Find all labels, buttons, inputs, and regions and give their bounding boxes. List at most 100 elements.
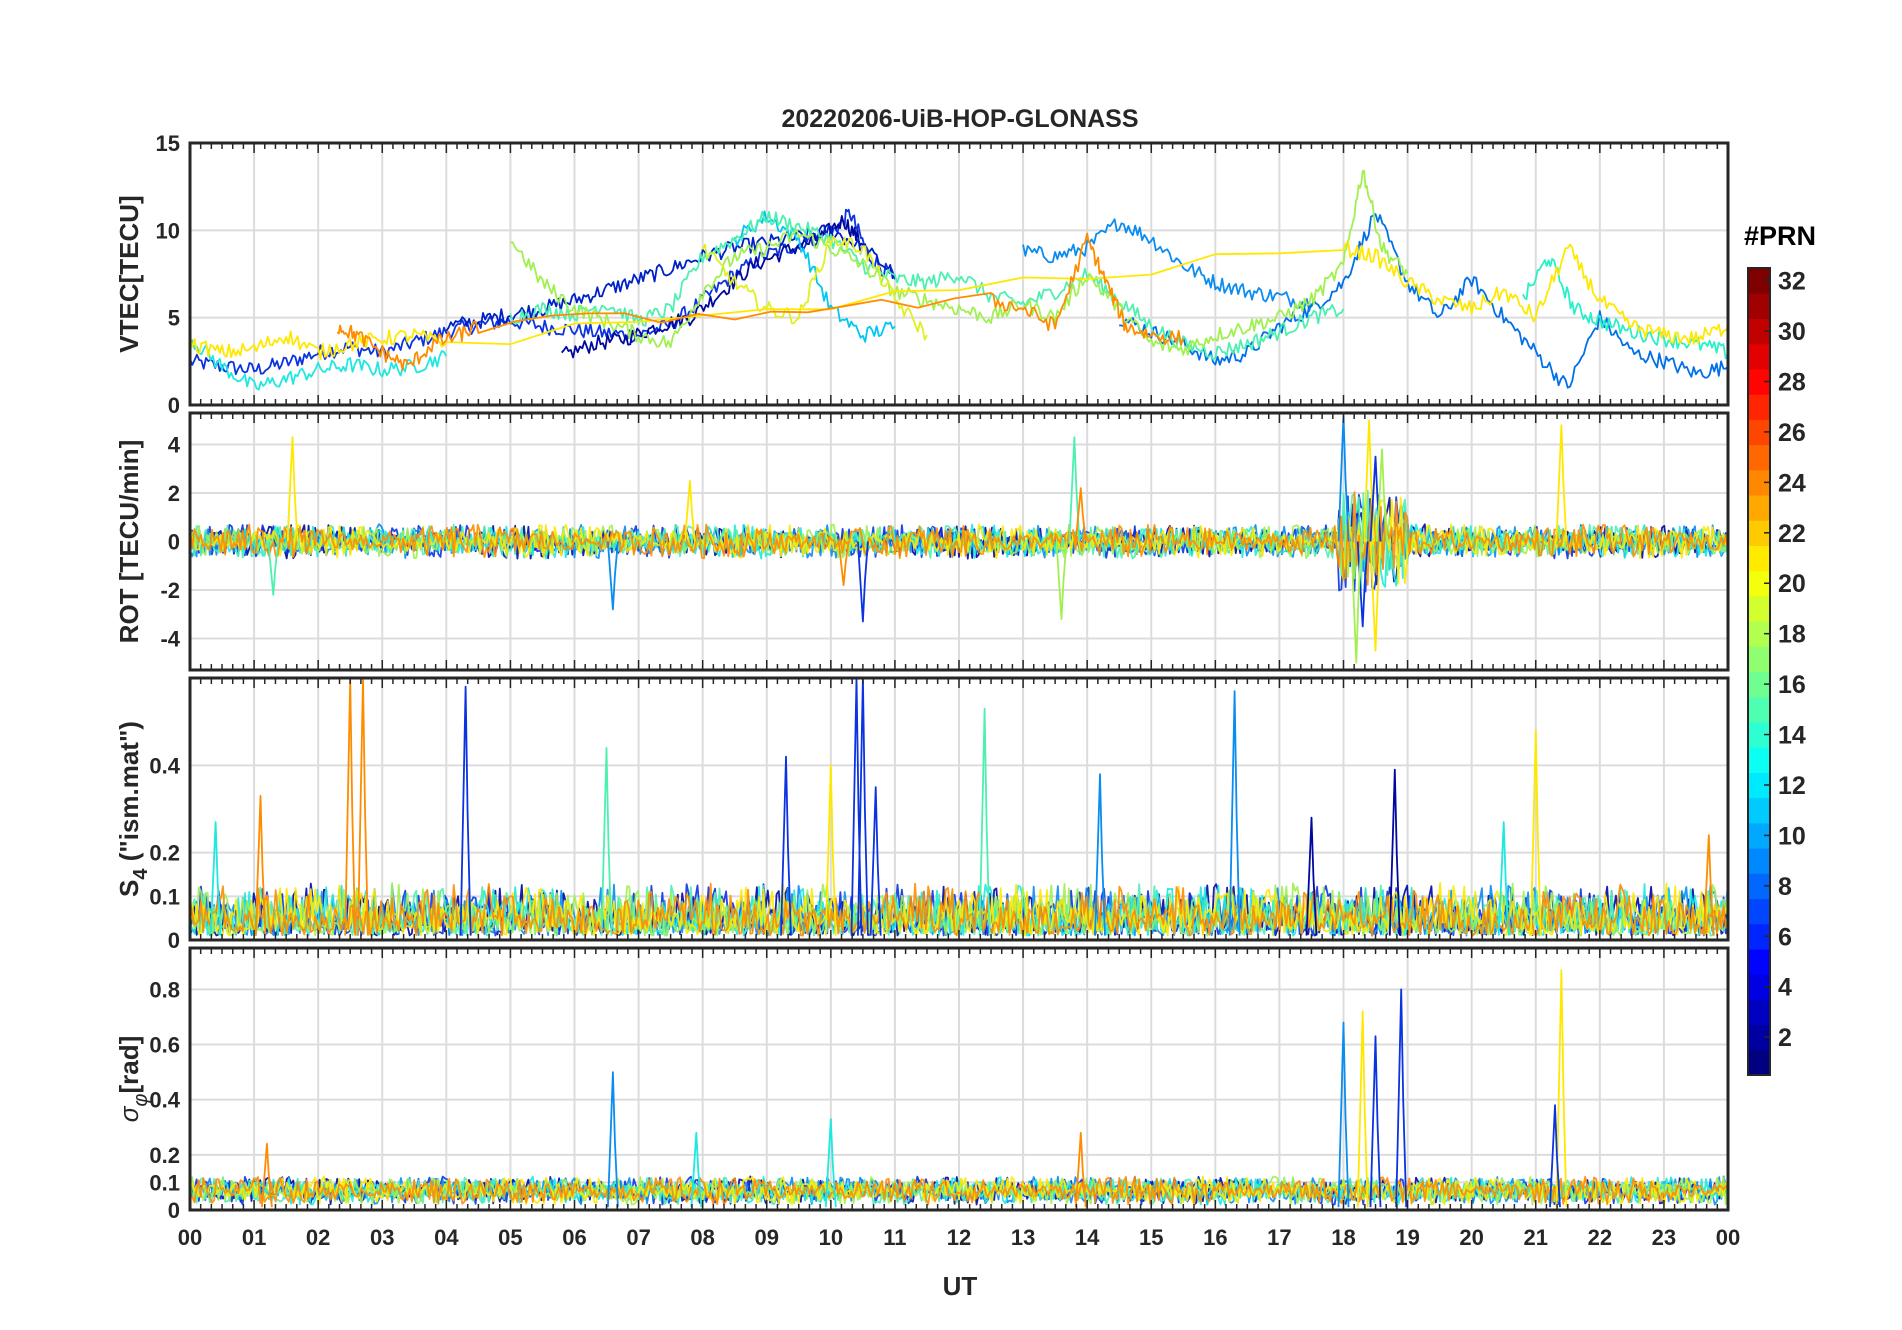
s4-spike-prn-4 xyxy=(459,685,472,936)
x-tick-label: 18 xyxy=(1331,1225,1355,1250)
colorbar-segment xyxy=(1748,621,1770,647)
colorbar-tick-label: 24 xyxy=(1778,469,1806,497)
sigma_phi-spike-prn-13 xyxy=(824,1118,837,1208)
colorbar-tick-label: 28 xyxy=(1778,368,1806,396)
x-tick-label: 16 xyxy=(1203,1225,1227,1250)
s4-spike-prn-2 xyxy=(1305,816,1318,936)
x-tick-label: 15 xyxy=(1139,1225,1163,1250)
colorbar-segment xyxy=(1748,898,1770,925)
colorbar-segment xyxy=(1748,368,1770,395)
colorbar-segment xyxy=(1748,822,1770,849)
x-tick-label: 19 xyxy=(1395,1225,1419,1250)
rot-spike-prn-17 xyxy=(1055,541,1068,620)
chart-title: 20220206-UiB-HOP-GLONASS xyxy=(781,105,1138,133)
colorbar-segment xyxy=(1748,419,1770,446)
sigma_phi-plot-area xyxy=(190,969,1728,1208)
colorbar-segment xyxy=(1748,545,1770,572)
colorbar-tick-label: 22 xyxy=(1778,520,1806,548)
x-tick-label: 20 xyxy=(1459,1225,1483,1250)
s4-spike-prn-23 xyxy=(357,678,369,936)
sigma_phi-spike-prn-9 xyxy=(607,1071,619,1208)
y-tick-label: 0.4 xyxy=(149,1088,180,1113)
vtec-series-prn-13 xyxy=(190,339,448,391)
colorbar-segment xyxy=(1748,797,1770,824)
colorbar-tick-label: 4 xyxy=(1778,974,1792,1002)
colorbar-tick-label: 14 xyxy=(1778,722,1806,750)
colorbar-tick-label: 30 xyxy=(1778,318,1806,346)
y-tick-label: 0.1 xyxy=(149,884,180,909)
y-tick-label: 5 xyxy=(168,306,180,331)
colorbar-segment xyxy=(1748,318,1770,345)
x-tick-labels: 00 01 02 03 04 05 06 07 08 09 10 11 12 13 14 15 16 17 18 19… xyxy=(178,1225,1740,1250)
colorbar-segment xyxy=(1748,873,1770,900)
sigma_phi-spike-prn-4 xyxy=(1369,1035,1382,1208)
rot-spike-prn-17 xyxy=(1350,541,1363,664)
x-tick-label: 11 xyxy=(883,1225,906,1250)
y-tick-label: 0 xyxy=(168,1198,180,1223)
vtec-series-prn-14 xyxy=(1522,258,1728,360)
x-tick-label: 17 xyxy=(1267,1225,1291,1250)
x-axis-label: UT xyxy=(943,1271,978,1301)
colorbar-segment xyxy=(1748,394,1770,420)
colorbar-segment xyxy=(1748,671,1770,698)
x-tick-label: 00 xyxy=(178,1225,202,1250)
s4-spike-prn-13 xyxy=(209,821,222,936)
panel-sigma_phi: 0 0.10.2 0.4 0.6 0.8 σφ[rad] xyxy=(114,946,1730,1223)
y-tick-label: 4 xyxy=(168,433,181,458)
x-tick-label: 22 xyxy=(1588,1225,1612,1250)
x-tick-label: 21 xyxy=(1524,1225,1548,1250)
sigma_phi-spike-prn-20 xyxy=(1555,969,1568,1208)
x-tick-label: 09 xyxy=(755,1225,779,1250)
x-tick-label: 10 xyxy=(819,1225,843,1250)
s4-spike-prn-15 xyxy=(978,707,991,936)
vtec-series-prn-3 xyxy=(445,224,896,332)
s4-spike-prn-20 xyxy=(824,764,837,936)
x-tick-label: 01 xyxy=(242,1225,266,1250)
x-tick-label: 07 xyxy=(626,1225,650,1250)
panel-rot: -4 -2 0 2 4 ROT [TECU/min] xyxy=(114,411,1730,672)
rot-spike-prn-20 xyxy=(1369,541,1382,652)
vtec-series-prn-17 xyxy=(510,169,1409,356)
s4-spike-prn-15 xyxy=(600,747,613,936)
panel-s4: 0 0.1 0.2 0.4S4 ("ism.mat") xyxy=(114,676,1730,953)
sigma_phi-spike-prn-9 xyxy=(1337,1021,1350,1208)
rot-y-axis-label: ROT [TECU/min] xyxy=(114,440,144,644)
colorbar-segment xyxy=(1748,747,1770,773)
y-tick-label: 0 xyxy=(168,530,180,555)
vtec-series-prn-8 xyxy=(1119,213,1728,389)
x-tick-label: 05 xyxy=(498,1225,522,1250)
rot-spike-prn-17 xyxy=(1376,448,1388,542)
s4-spike-prn-4 xyxy=(780,755,792,936)
colorbar-segment xyxy=(1748,268,1770,294)
rot-spike-prn-20 xyxy=(286,436,299,542)
y-tick-label: -4 xyxy=(160,626,180,651)
s4-spike-prn-20 xyxy=(1529,729,1542,936)
vtec-series-prn-20 xyxy=(190,240,1728,361)
y-tick-label: 0.1 xyxy=(149,1170,180,1195)
vtec-series-prn-23 xyxy=(336,232,1185,371)
x-tick-label: 03 xyxy=(370,1225,394,1250)
rot-noise-trace xyxy=(190,490,1728,586)
colorbar-segment xyxy=(1748,343,1770,370)
colorbar-segment xyxy=(1748,469,1770,496)
rot-spike-prn-15 xyxy=(1068,436,1081,542)
colorbar-title: #PRN xyxy=(1744,221,1816,251)
sigma_phi-spike-prn-20 xyxy=(1356,1010,1369,1208)
y-tick-label: 0.6 xyxy=(149,1033,180,1058)
y-tick-label: -2 xyxy=(160,578,180,603)
rot-spike-prn-15 xyxy=(267,541,280,596)
colorbar-tick-label: 6 xyxy=(1778,923,1792,951)
vtec-plot-area xyxy=(190,169,1728,391)
rot-spike-prn-20 xyxy=(1555,424,1568,542)
colorbar-segment xyxy=(1748,1024,1770,1051)
colorbar-segment xyxy=(1748,721,1770,748)
rot-spike-prn-9 xyxy=(607,541,619,611)
y-tick-label: 0.8 xyxy=(149,977,180,1002)
colorbar-segment xyxy=(1748,570,1770,597)
x-tick-label: 12 xyxy=(947,1225,971,1250)
x-tick-label: 06 xyxy=(562,1225,586,1250)
colorbar-segment xyxy=(1748,974,1770,1000)
